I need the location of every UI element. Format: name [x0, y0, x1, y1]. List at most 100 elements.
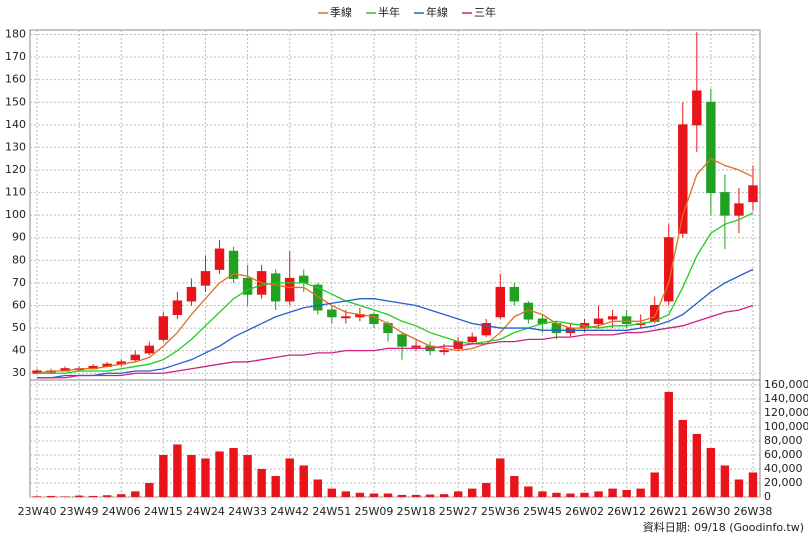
volume-bar — [636, 488, 645, 497]
volume-bar — [369, 493, 379, 497]
volume-bar — [46, 495, 56, 497]
volume-bar — [720, 465, 730, 497]
y2-tick-label: 80,000 — [764, 434, 803, 447]
legend-label: 年線 — [426, 5, 448, 19]
candle-body — [214, 248, 225, 270]
volume-bar — [32, 496, 42, 497]
candle-body — [397, 334, 407, 347]
candle-body — [692, 90, 702, 126]
x-tick-label: 24W33 — [228, 505, 267, 518]
volume-bar — [734, 479, 744, 497]
candle-body — [509, 286, 520, 302]
candle-body — [200, 271, 211, 286]
ma-line — [36, 157, 754, 374]
y2-tick-label: 160,000 — [764, 378, 808, 391]
volume-bar — [229, 447, 238, 497]
y2-tick-label: 140,000 — [764, 392, 808, 405]
candle-body — [144, 345, 155, 354]
y-tick-label: 120 — [5, 163, 26, 176]
volume-bar — [299, 465, 308, 497]
x-tick-label: 25W18 — [397, 505, 436, 518]
volume-bar — [425, 494, 435, 497]
volume-bar — [622, 489, 631, 497]
y-tick-label: 70 — [12, 276, 26, 289]
candle-body — [228, 250, 239, 279]
y2-tick-label: 0 — [764, 490, 771, 503]
volume-bar — [552, 492, 561, 497]
candle-body — [242, 277, 253, 295]
y-tick-label: 140 — [5, 118, 26, 131]
volume-bar — [103, 495, 112, 497]
volume-bar — [117, 494, 126, 497]
volume-bar — [285, 458, 294, 497]
x-tick-label: 26W12 — [607, 505, 646, 518]
volume-bar — [482, 482, 491, 497]
legend-label: 半年 — [378, 5, 400, 19]
volume-bar — [748, 472, 758, 497]
volume-bar — [650, 472, 659, 497]
volume-bar — [313, 479, 322, 497]
volume-bar — [439, 494, 449, 497]
candle-body — [748, 185, 758, 203]
volume-bar — [538, 491, 547, 497]
y-tick-label: 180 — [5, 28, 26, 41]
y2-tick-label: 120,000 — [764, 406, 808, 419]
volume-bar — [243, 454, 252, 497]
x-tick-label: 26W21 — [649, 505, 688, 518]
volume-bar — [453, 491, 463, 497]
volume-bar — [664, 391, 673, 497]
volume-bar — [131, 491, 140, 497]
candle-body — [621, 316, 632, 325]
volume-bar — [594, 491, 603, 497]
x-tick-label: 23W49 — [60, 505, 99, 518]
candle-body — [130, 354, 140, 361]
candle-body — [341, 316, 351, 319]
y2-tick-label: 40,000 — [764, 462, 803, 475]
x-tick-label: 25W36 — [481, 505, 520, 518]
ma-line — [37, 268, 754, 379]
y-tick-label: 170 — [5, 50, 26, 63]
candle-body — [607, 316, 618, 320]
volume-bar — [187, 454, 196, 497]
x-tick-label: 25W09 — [355, 505, 394, 518]
y-tick-label: 150 — [5, 95, 26, 108]
y-tick-label: 90 — [12, 231, 26, 244]
x-tick-label: 23W40 — [18, 505, 57, 518]
volume-bar — [88, 495, 98, 497]
volume-bar — [215, 451, 224, 497]
legend-label: 三年 — [474, 5, 496, 19]
candle-body — [706, 101, 716, 194]
candle-body — [439, 350, 449, 353]
volume-bar — [257, 468, 266, 497]
x-tick-label: 24W15 — [144, 505, 183, 518]
volume-bar — [496, 458, 505, 497]
y-tick-label: 30 — [12, 366, 26, 379]
volume-bar — [60, 496, 70, 497]
candle-body — [299, 275, 309, 284]
footer: 資料日期: 09/18 (Goodinfo.tw) — [643, 520, 804, 534]
volume-bar — [608, 488, 617, 497]
y-tick-label: 160 — [5, 73, 26, 86]
x-tick-label: 26W30 — [691, 505, 730, 518]
candle-body — [411, 345, 421, 348]
candle-body — [650, 304, 660, 322]
x-tick-label: 26W38 — [734, 505, 773, 518]
x-tick-label: 24W51 — [312, 505, 351, 518]
volume-bar — [201, 458, 210, 497]
legend-label: 季線 — [330, 5, 352, 19]
volume-bar — [397, 494, 407, 497]
candle-body — [481, 323, 491, 336]
candle-body — [495, 286, 506, 318]
volume-bar — [271, 475, 280, 497]
x-tick-label: 25W27 — [439, 505, 478, 518]
y-tick-label: 100 — [5, 208, 26, 221]
y-tick-label: 110 — [5, 186, 26, 199]
volume-bar — [524, 486, 533, 497]
y-tick-label: 40 — [12, 344, 26, 357]
volume-bar — [692, 433, 702, 497]
candle-body — [678, 124, 688, 234]
y-tick-label: 60 — [12, 298, 26, 311]
x-tick-label: 25W45 — [523, 505, 562, 518]
volume-bar — [327, 488, 337, 497]
